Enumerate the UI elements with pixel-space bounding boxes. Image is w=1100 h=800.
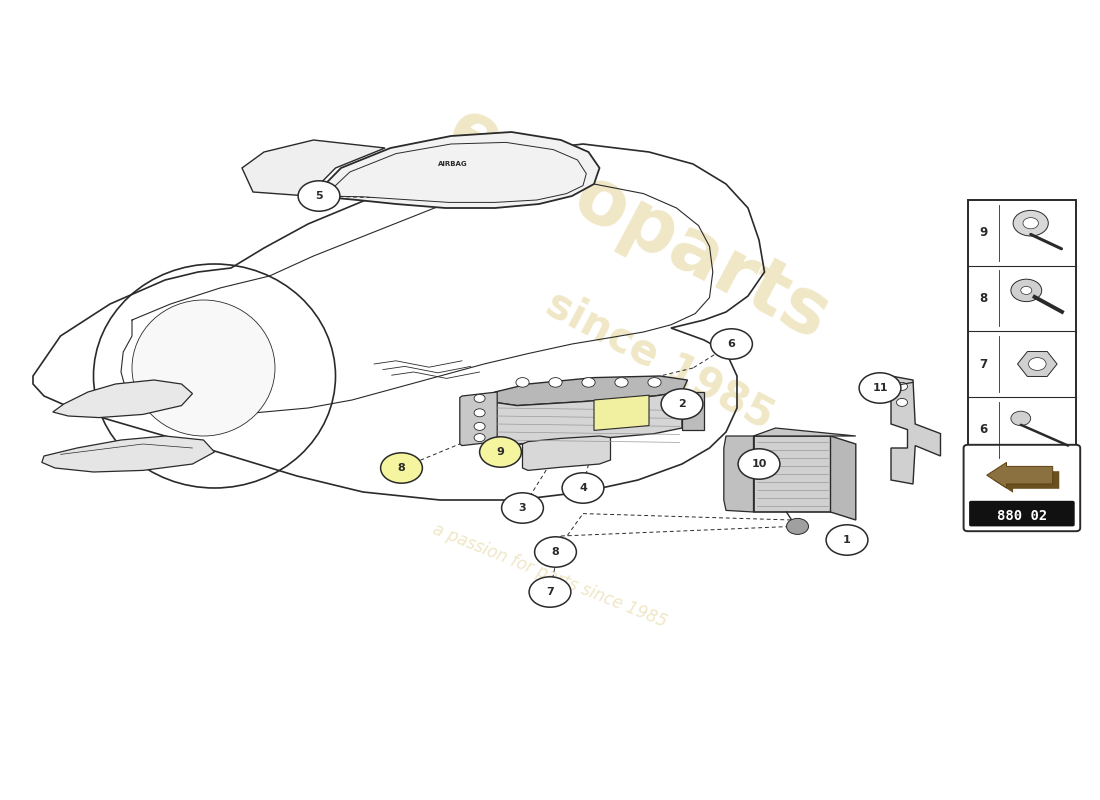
Text: 7: 7: [979, 358, 987, 370]
Text: 8: 8: [397, 463, 406, 473]
Text: 8: 8: [551, 547, 560, 557]
Circle shape: [549, 378, 562, 387]
Circle shape: [648, 378, 661, 387]
Circle shape: [1023, 218, 1038, 229]
Text: 2: 2: [678, 399, 686, 409]
Text: 880 02: 880 02: [997, 509, 1047, 522]
Text: 8: 8: [979, 292, 988, 305]
Polygon shape: [495, 392, 682, 444]
Circle shape: [502, 493, 543, 523]
Text: 1: 1: [843, 535, 851, 545]
Text: europarts: europarts: [434, 92, 842, 356]
Polygon shape: [891, 376, 940, 484]
Polygon shape: [522, 436, 611, 470]
Circle shape: [615, 378, 628, 387]
Circle shape: [1011, 279, 1042, 302]
Circle shape: [711, 329, 752, 359]
Text: 9: 9: [979, 226, 988, 239]
Polygon shape: [724, 436, 754, 512]
Polygon shape: [754, 436, 830, 512]
Polygon shape: [460, 392, 497, 446]
Circle shape: [826, 525, 868, 555]
Circle shape: [1011, 411, 1031, 426]
Polygon shape: [42, 436, 214, 472]
Polygon shape: [682, 392, 704, 430]
Circle shape: [474, 422, 485, 430]
Circle shape: [474, 434, 485, 442]
Text: 3: 3: [519, 503, 526, 513]
Circle shape: [529, 577, 571, 607]
Circle shape: [896, 382, 907, 390]
Circle shape: [474, 394, 485, 402]
Circle shape: [381, 453, 422, 483]
Text: 9: 9: [496, 447, 505, 457]
Polygon shape: [987, 462, 1053, 488]
Circle shape: [535, 537, 576, 567]
Circle shape: [896, 398, 907, 406]
Circle shape: [1013, 210, 1048, 236]
Circle shape: [661, 389, 703, 419]
Text: 10: 10: [751, 459, 767, 469]
FancyBboxPatch shape: [968, 200, 1076, 462]
Circle shape: [474, 409, 485, 417]
FancyBboxPatch shape: [969, 501, 1075, 526]
Polygon shape: [495, 376, 688, 406]
Text: 4: 4: [579, 483, 587, 493]
Ellipse shape: [132, 300, 275, 436]
FancyBboxPatch shape: [964, 445, 1080, 531]
Polygon shape: [594, 395, 649, 430]
Polygon shape: [993, 467, 1059, 493]
Circle shape: [562, 473, 604, 503]
Text: 6: 6: [979, 423, 988, 436]
Polygon shape: [242, 140, 385, 196]
Circle shape: [738, 449, 780, 479]
Text: 11: 11: [872, 383, 888, 393]
Text: 5: 5: [316, 191, 322, 201]
Circle shape: [859, 373, 901, 403]
Circle shape: [1028, 358, 1046, 370]
Circle shape: [298, 181, 340, 211]
Circle shape: [786, 518, 808, 534]
Text: 6: 6: [727, 339, 736, 349]
Text: 7: 7: [546, 587, 554, 597]
Circle shape: [516, 378, 529, 387]
Polygon shape: [314, 132, 600, 208]
Polygon shape: [53, 380, 192, 418]
Text: AIRBAG: AIRBAG: [439, 161, 468, 167]
Circle shape: [1021, 286, 1032, 294]
Text: a passion for parts since 1985: a passion for parts since 1985: [430, 521, 670, 631]
Polygon shape: [754, 428, 856, 436]
Polygon shape: [830, 436, 856, 520]
Circle shape: [480, 437, 521, 467]
Circle shape: [582, 378, 595, 387]
Text: since 1985: since 1985: [539, 282, 781, 438]
